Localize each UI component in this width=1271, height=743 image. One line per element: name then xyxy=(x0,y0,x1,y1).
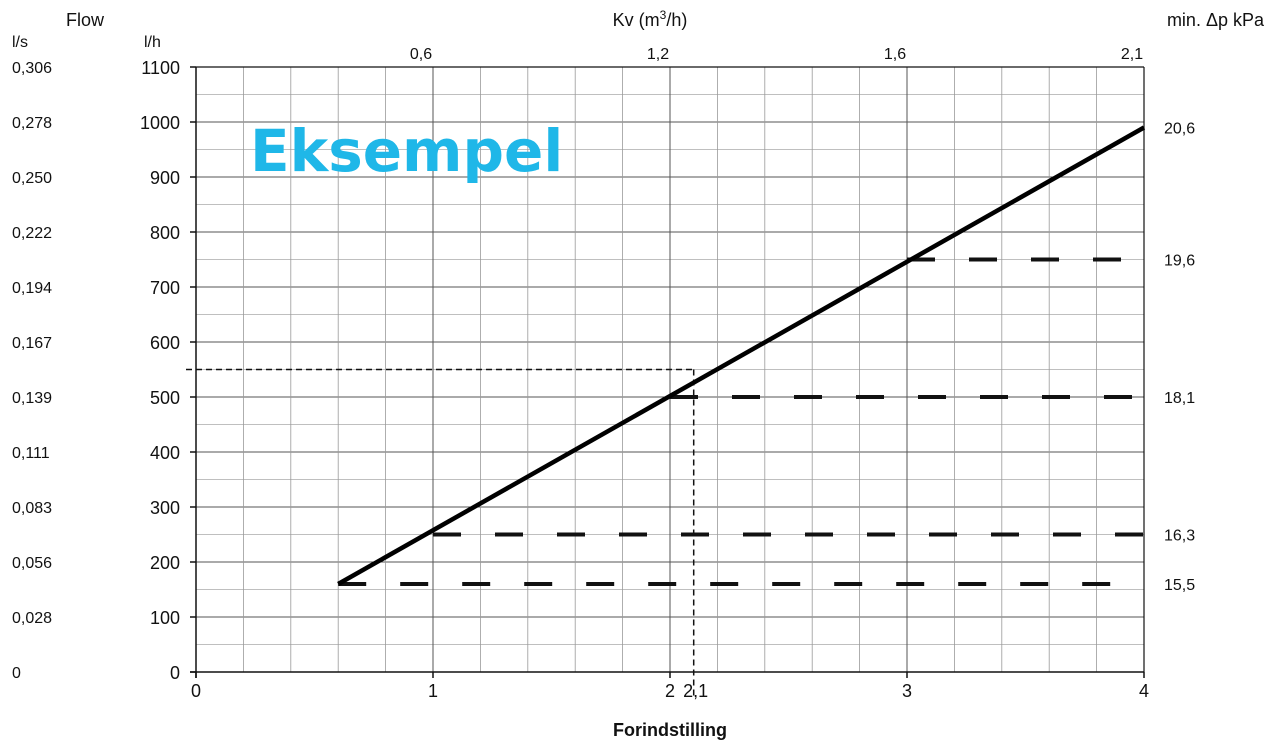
x-tick-label: 4 xyxy=(1139,681,1149,701)
dp-level-label: 20,6 xyxy=(1164,121,1195,138)
y-tick-label: 600 xyxy=(150,333,180,353)
tick-labels: 0 100 200 300 400 500 600 700 800 900 1000 1100 0 0,0… xyxy=(12,46,1149,701)
kv-tick-label: 2,1 xyxy=(1121,46,1143,63)
ls-tick-label: 0,111 xyxy=(12,445,50,462)
ls-tick-label: 0,056 xyxy=(12,555,52,572)
y-tick-label: 100 xyxy=(150,608,180,628)
ls-tick-label: 0,222 xyxy=(12,225,52,242)
right-axis-title: min. Δp kPa xyxy=(1167,10,1265,30)
ls-tick-label: 0,139 xyxy=(12,390,52,407)
y-tick-label: 900 xyxy=(150,168,180,188)
dp-level-lines: 15,5 16,3 18,1 19,6 20,6 xyxy=(338,121,1195,594)
y-tick-label: 0 xyxy=(170,663,180,683)
x-tick-label: 0 xyxy=(191,681,201,701)
ls-tick-label: 0,278 xyxy=(12,115,52,132)
ls-tick-label: 0,083 xyxy=(12,500,52,517)
x-tick-label: 2 xyxy=(665,681,675,701)
y-tick-label: 300 xyxy=(150,498,180,518)
y-tick-label: 800 xyxy=(150,223,180,243)
y-tick-label: 500 xyxy=(150,388,180,408)
plot-frame xyxy=(190,66,1145,678)
dp-level-label: 19,6 xyxy=(1164,253,1195,270)
series-lines xyxy=(337,125,1146,586)
y-tick-label: 200 xyxy=(150,553,180,573)
watermark-text: Eksempel xyxy=(250,117,563,185)
header-flow: Flow xyxy=(66,10,105,30)
dp-level-label: 16,3 xyxy=(1164,528,1195,545)
series-line xyxy=(337,125,1146,586)
kv-tick-label: 1,6 xyxy=(884,46,906,63)
ls-tick-label: 0,250 xyxy=(12,170,52,187)
x-axis-title: Forindstilling xyxy=(613,720,727,740)
kv-tick-label: 0,6 xyxy=(410,46,432,63)
y-tick-label: 1000 xyxy=(140,113,180,133)
x-tick-label: 3 xyxy=(902,681,912,701)
ls-tick-label: 0,306 xyxy=(12,60,52,77)
dp-level-label: 18,1 xyxy=(1164,390,1195,407)
ls-tick-label: 0 xyxy=(12,665,21,682)
unit-lh: l/h xyxy=(144,34,161,51)
ls-tick-label: 0,167 xyxy=(12,335,52,352)
top-axis-title: Kv (m3/h) xyxy=(613,8,688,30)
unit-ls: l/s xyxy=(12,34,28,51)
y-tick-label: 400 xyxy=(150,443,180,463)
ls-tick-label: 0,028 xyxy=(12,610,52,627)
y-tick-label: 700 xyxy=(150,278,180,298)
y-tick-label: 1100 xyxy=(141,58,180,78)
dp-level-label: 15,5 xyxy=(1164,577,1195,594)
x-extra-tick-label: 2,1 xyxy=(683,681,708,701)
kv-tick-label: 1,2 xyxy=(647,46,669,63)
ls-tick-label: 0,194 xyxy=(12,280,52,297)
x-tick-label: 1 xyxy=(428,681,438,701)
